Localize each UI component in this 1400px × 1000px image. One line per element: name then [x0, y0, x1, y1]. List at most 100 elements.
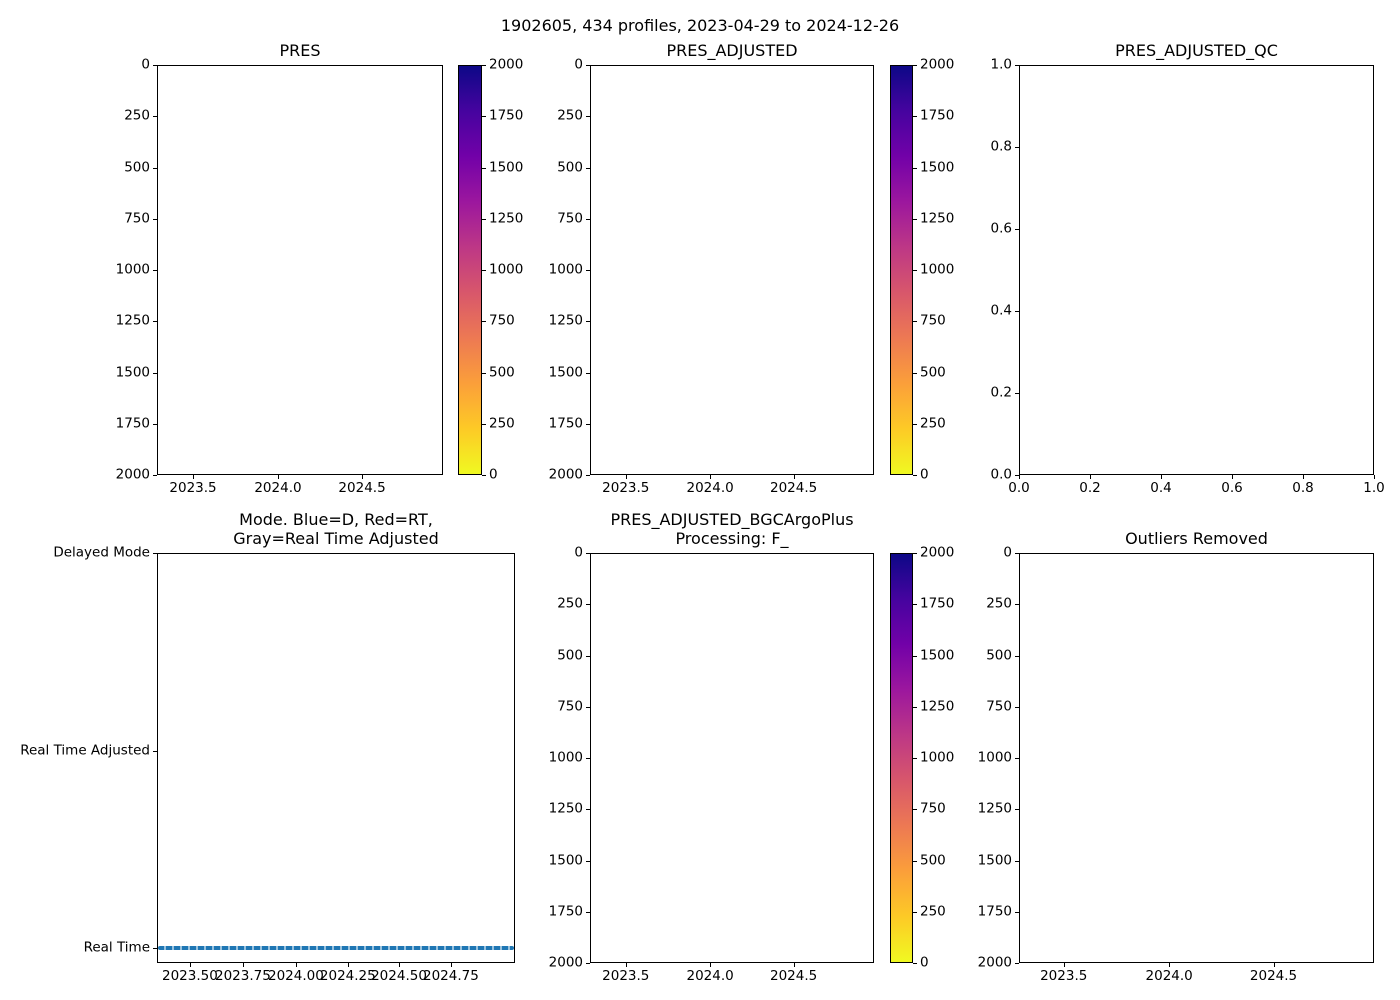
x-tick-label: 2024.0: [1145, 968, 1193, 984]
subplot-title-line: PRES: [279, 41, 321, 60]
x-tick-label: 2024.0: [254, 480, 302, 496]
x-tick-label: 2024.5: [338, 480, 386, 496]
y-tick-mark: [586, 475, 590, 476]
x-tick-mark: [793, 475, 795, 479]
y-tick-mark: [1015, 860, 1019, 862]
x-tick-mark: [1273, 963, 1275, 967]
colorbar-tick-mark: [913, 963, 917, 964]
colorbar-tick-label: 0: [489, 466, 498, 483]
colorbar-tick-label: 1750: [920, 595, 955, 612]
colorbar-tick-label: 750: [920, 312, 946, 329]
subplot-title-line: PRES_ADJUSTED_QC: [1115, 41, 1278, 60]
x-tick-label: 2024.5: [1249, 968, 1298, 984]
y-tick-mark: [153, 423, 157, 425]
colorbar-tick-mark: [482, 321, 486, 323]
y-tick-label: 1500: [548, 363, 583, 380]
colorbar-tick-mark: [913, 270, 917, 271]
y-tick-mark: [153, 475, 157, 476]
y-tick-label: 250: [557, 595, 583, 612]
y-tick-mark: [153, 553, 157, 554]
colorbar-tick-mark: [913, 758, 917, 759]
y-tick-mark: [153, 947, 157, 949]
y-tick-label: 1500: [548, 851, 583, 868]
y-tick-label: 1250: [977, 800, 1012, 817]
data-mode-line: [158, 945, 514, 950]
y-tick-label: 0: [1003, 544, 1012, 561]
y-tick-mark: [1015, 229, 1019, 230]
x-tick-mark: [242, 963, 244, 967]
y-tick-mark: [153, 750, 157, 752]
x-tick-mark: [193, 475, 195, 479]
colorbar-tick-mark: [913, 809, 917, 811]
colorbar-tick-mark: [482, 218, 486, 220]
y-tick-mark: [586, 963, 590, 964]
y-tick-label: 250: [986, 595, 1012, 612]
subplot-title-line: PRES_ADJUSTED_BGCArgoPlus: [610, 510, 854, 529]
x-tick-label: 2024.0: [686, 968, 734, 984]
subplot-title: Outliers Removed: [1019, 529, 1374, 548]
y-tick-mark: [586, 423, 590, 425]
plot-area: [590, 65, 874, 475]
y-tick-mark: [1015, 147, 1019, 148]
colorbar-tick-label: 250: [920, 903, 946, 919]
y-tick-label: Real Time: [83, 939, 150, 956]
plot-area: [1019, 65, 1374, 475]
y-tick-label: 2000: [548, 954, 583, 971]
y-tick-mark: [1015, 809, 1019, 811]
y-tick-label: 500: [557, 158, 583, 175]
y-tick-label: 0.4: [990, 302, 1012, 319]
y-tick-mark: [153, 321, 157, 323]
y-tick-label: 750: [557, 698, 583, 714]
colorbar-tick-mark: [482, 167, 486, 169]
y-tick-mark: [153, 167, 157, 169]
x-tick-label: 0.8: [1292, 480, 1314, 496]
colorbar-tick-label: 1500: [920, 646, 955, 663]
colorbar-tick-label: 2000: [489, 56, 524, 73]
y-tick-mark: [586, 758, 590, 759]
y-tick-mark: [586, 553, 590, 554]
x-tick-label: 2024.00: [267, 968, 324, 984]
colorbar-tick-label: 1250: [920, 698, 955, 714]
y-tick-mark: [586, 218, 590, 220]
x-tick-mark: [1232, 475, 1233, 479]
y-tick-mark: [153, 218, 157, 220]
colorbar-tick-label: 1500: [489, 158, 524, 175]
x-tick-mark: [1169, 963, 1171, 967]
colorbar-tick-label: 750: [489, 312, 515, 329]
colorbar-tick-label: 1000: [920, 749, 955, 766]
y-tick-mark: [1015, 553, 1019, 554]
x-tick-mark: [1161, 475, 1162, 479]
y-tick-mark: [586, 270, 590, 271]
y-tick-mark: [586, 321, 590, 323]
x-tick-mark: [1090, 475, 1091, 479]
colorbar-tick-label: 2000: [920, 56, 955, 73]
y-tick-mark: [586, 911, 590, 913]
colorbar-tick-mark: [482, 475, 486, 476]
colorbar: [890, 553, 913, 963]
x-tick-label: 2023.5: [1040, 968, 1088, 984]
x-tick-mark: [793, 963, 795, 967]
y-tick-label: 1750: [548, 415, 583, 431]
y-tick-mark: [586, 65, 590, 66]
colorbar-tick-mark: [913, 321, 917, 323]
y-tick-mark: [586, 809, 590, 811]
colorbar-tick-label: 1250: [920, 210, 955, 226]
y-tick-mark: [1015, 604, 1019, 606]
x-tick-mark: [625, 475, 627, 479]
colorbar-tick-label: 500: [920, 363, 946, 380]
y-tick-label: 1750: [115, 415, 150, 431]
plot-area: [590, 553, 874, 963]
colorbar-tick-mark: [482, 116, 486, 118]
subplot-title-line: Gray=Real Time Adjusted: [233, 529, 439, 548]
colorbar-tick-label: 1500: [920, 158, 955, 175]
x-tick-label: 0.4: [1150, 480, 1172, 496]
colorbar-tick-label: 1000: [920, 261, 955, 278]
colorbar-tick-label: 1750: [489, 107, 524, 124]
x-tick-mark: [710, 475, 712, 479]
x-tick-mark: [625, 963, 627, 967]
colorbar-tick-mark: [913, 706, 917, 708]
y-tick-mark: [153, 116, 157, 118]
colorbar-tick-mark: [482, 423, 486, 425]
